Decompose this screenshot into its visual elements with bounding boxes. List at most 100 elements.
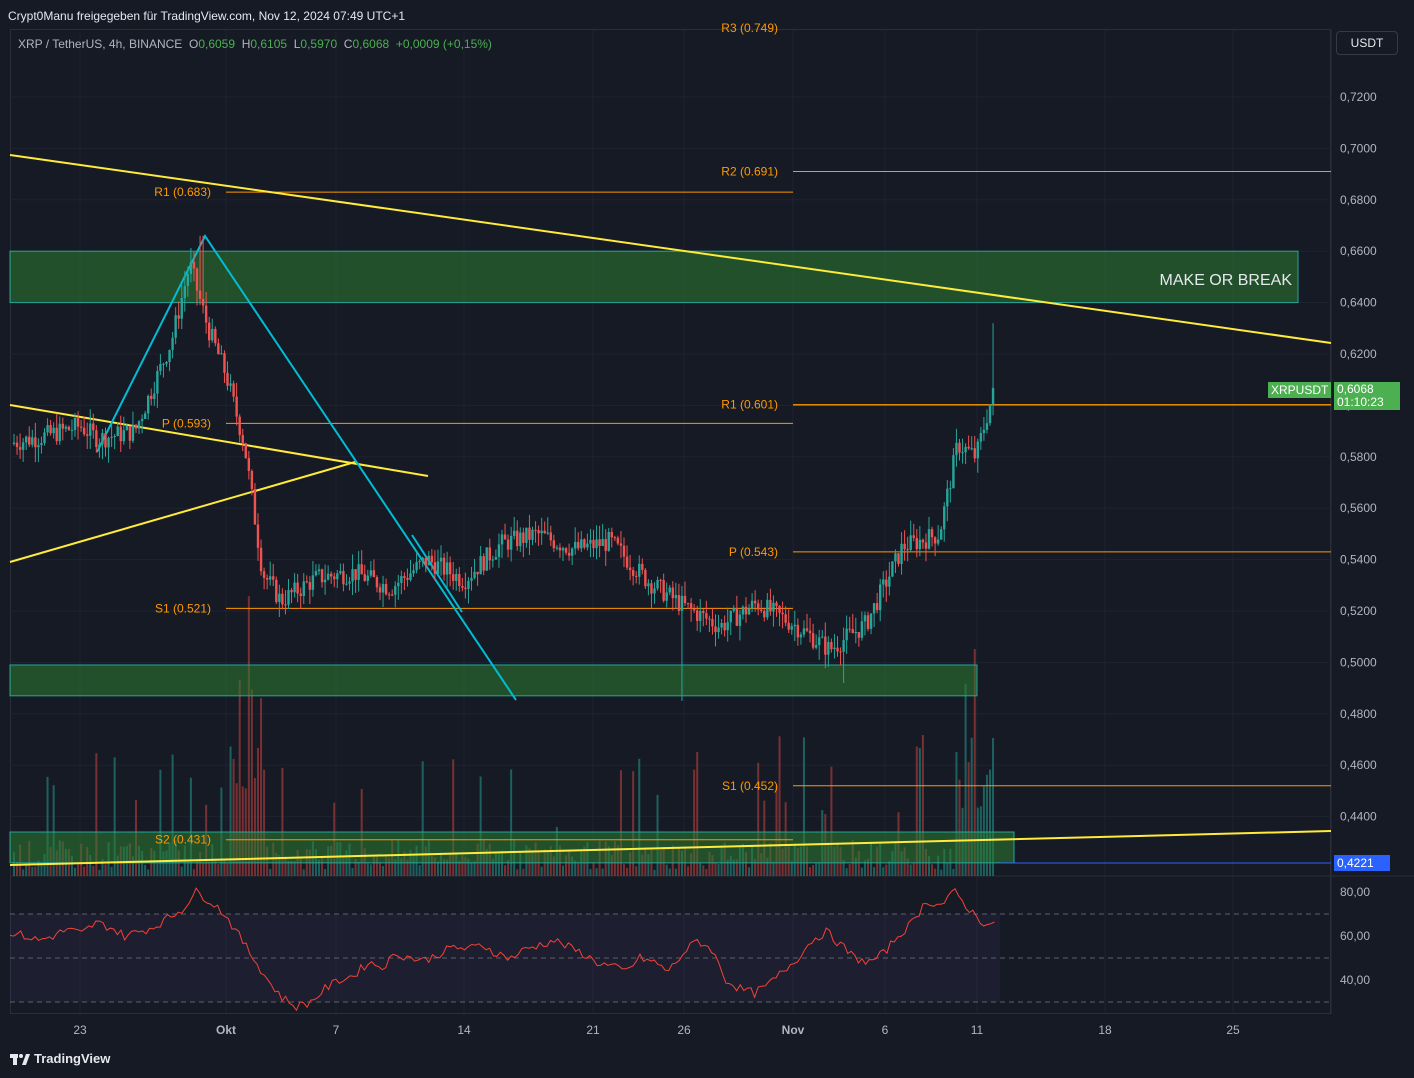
pivot-label: S2 (0.431) <box>155 833 211 847</box>
candle-body <box>772 602 775 612</box>
candle-body <box>445 562 449 575</box>
volume-bar <box>778 736 781 876</box>
wedge-lower-trendline <box>9 461 356 563</box>
candle-body <box>616 537 620 544</box>
candle-body <box>601 538 604 546</box>
support-resistance-zones: MAKE OR BREAK <box>9 250 1299 864</box>
candle-body <box>708 618 711 620</box>
volume-bar <box>754 859 757 876</box>
volume-bar <box>699 862 702 876</box>
candle-body <box>967 446 970 449</box>
volume-bar <box>985 774 988 876</box>
candle-body <box>869 613 873 629</box>
candle-body <box>229 383 232 386</box>
candle-body <box>439 557 443 562</box>
volume-bar <box>946 862 949 876</box>
candle-body <box>357 564 360 580</box>
candle-body <box>101 433 104 445</box>
candle-body <box>262 571 266 578</box>
candle-body <box>464 587 467 589</box>
candlesticks <box>12 235 995 701</box>
candle-body <box>21 442 25 450</box>
volume-bar <box>281 767 284 876</box>
volume-bar <box>519 851 522 876</box>
open-value: 0,6059 <box>198 37 236 51</box>
candle-body <box>924 542 928 549</box>
volume-bar <box>702 865 705 876</box>
candle-body <box>119 426 122 442</box>
candle-body <box>537 530 540 534</box>
candle-body <box>631 569 635 576</box>
candle-body <box>476 571 479 575</box>
candle-body <box>226 372 229 386</box>
candle-body <box>879 584 882 611</box>
volume-bar <box>982 786 985 876</box>
volume-bar <box>589 869 592 876</box>
candle-body <box>430 555 434 563</box>
candle-body <box>37 445 40 448</box>
pivot-label: R1 (0.601) <box>721 398 778 412</box>
candle-body <box>921 539 925 543</box>
volume-bar <box>162 851 165 876</box>
candle-body <box>845 628 848 641</box>
candle-body <box>650 583 653 594</box>
candle-body <box>15 442 19 448</box>
long-term-support-trendline <box>9 830 1332 866</box>
volume-bar <box>418 865 421 876</box>
volume-bar <box>867 858 869 876</box>
volume-bar <box>653 869 656 876</box>
volume-bar <box>918 748 921 876</box>
volume-bar <box>726 859 729 876</box>
candle-body <box>839 651 842 653</box>
candle-body <box>638 563 641 577</box>
candle-body <box>256 524 260 548</box>
candle-body <box>519 532 522 547</box>
volume-bar <box>717 863 720 876</box>
volume-bar <box>22 869 25 876</box>
triangle-pattern <box>96 234 517 701</box>
candle-body <box>186 273 190 286</box>
volume-bar <box>189 777 192 876</box>
candle-body <box>973 448 976 459</box>
volume-bar <box>885 864 888 876</box>
candle-body <box>723 622 726 631</box>
candle-body <box>613 537 617 539</box>
candle-body <box>330 573 333 577</box>
volume-bar <box>641 854 644 876</box>
candle-body <box>586 543 589 548</box>
tradingview-logo[interactable]: TradingView <box>10 1051 110 1066</box>
candle-body <box>659 579 662 581</box>
volume-bar <box>214 858 217 876</box>
volume-bar <box>577 863 580 876</box>
candle-body <box>991 387 995 405</box>
candle-body <box>506 539 510 550</box>
currency-button[interactable]: USDT <box>1336 31 1398 55</box>
volume-bar <box>229 746 232 876</box>
candle-body <box>842 640 845 652</box>
candle-body <box>345 583 348 585</box>
candle-body <box>558 547 562 551</box>
price-tick-label: 0,4800 <box>1340 707 1377 721</box>
volume-bar <box>687 866 690 876</box>
volume-bar <box>382 866 385 876</box>
volume-bar <box>494 852 497 876</box>
candle-body <box>360 564 363 575</box>
candle-body <box>49 425 52 434</box>
volume-bar <box>479 776 482 876</box>
volume-bar <box>452 759 455 876</box>
candle-body <box>107 437 110 448</box>
volume-bar <box>928 856 930 876</box>
candle-body <box>757 603 760 610</box>
candle-body <box>58 423 61 442</box>
candle-body <box>961 452 964 454</box>
candle-body <box>470 578 473 581</box>
candle-body <box>900 543 903 564</box>
volume-bar <box>199 852 202 876</box>
candle-body <box>177 315 180 319</box>
share-banner: Crypt0Manu freigegeben für TradingView.c… <box>8 9 406 23</box>
candle-body <box>726 622 729 631</box>
candle-body <box>555 547 559 549</box>
candle-body <box>985 423 989 430</box>
candle-body <box>531 529 534 540</box>
